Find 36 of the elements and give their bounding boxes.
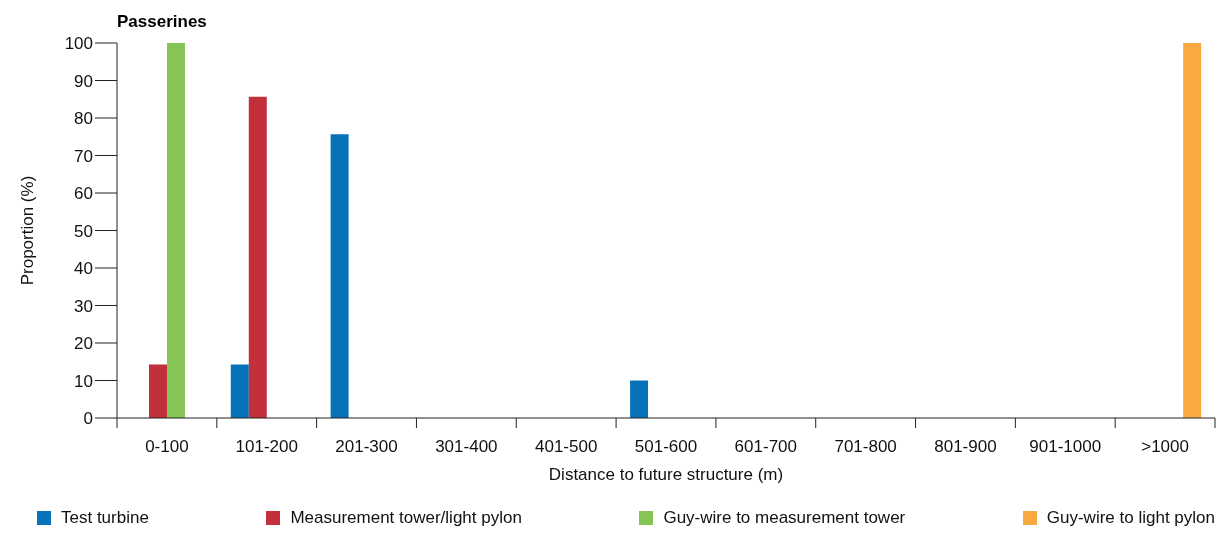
- x-tick-label: 201-300: [335, 437, 398, 456]
- x-tick-label: 701-800: [834, 437, 897, 456]
- bar: [248, 96, 267, 418]
- x-tick-label: >1000: [1141, 437, 1189, 456]
- y-tick-label: 10: [74, 371, 93, 391]
- legend-label: Guy-wire to light pylon: [1045, 508, 1215, 528]
- legend-label: Test turbine: [60, 508, 149, 528]
- legend-label: Measurement tower/light pylon: [289, 508, 522, 528]
- chart-title: Passerines: [117, 12, 207, 32]
- y-tick-label: 60: [74, 184, 93, 204]
- x-tick-label: 801-900: [934, 437, 997, 456]
- bar: [230, 364, 249, 418]
- x-tick-label: 101-200: [235, 437, 298, 456]
- bar: [330, 134, 349, 418]
- x-tick-label: 501-600: [634, 437, 698, 456]
- y-tick-label: 70: [74, 146, 93, 166]
- y-axis-title: Proportion (%): [18, 175, 38, 286]
- legend-label: Guy-wire to measurement tower: [662, 508, 906, 528]
- bar: [166, 43, 185, 418]
- x-tick-label: 401-500: [534, 437, 598, 456]
- bar: [630, 380, 649, 418]
- y-tick-label: 50: [74, 221, 93, 241]
- y-tick-label: 40: [74, 259, 93, 279]
- x-axis-title: Distance to future structure (m): [548, 465, 784, 484]
- x-tick-label: 0-100: [145, 437, 189, 456]
- x-tick-label: 301-400: [435, 437, 498, 456]
- y-tick-label: 20: [74, 334, 93, 354]
- bar: [1183, 43, 1202, 418]
- x-tick-label: 901-1000: [1029, 437, 1102, 456]
- y-tick-label: 30: [74, 296, 93, 316]
- y-tick-label: 80: [74, 109, 93, 129]
- bar: [148, 364, 167, 418]
- x-tick-label: 601-700: [734, 437, 798, 456]
- y-tick-label: 0: [83, 409, 93, 429]
- y-tick-label: 100: [64, 34, 93, 54]
- y-tick-label: 90: [74, 71, 93, 91]
